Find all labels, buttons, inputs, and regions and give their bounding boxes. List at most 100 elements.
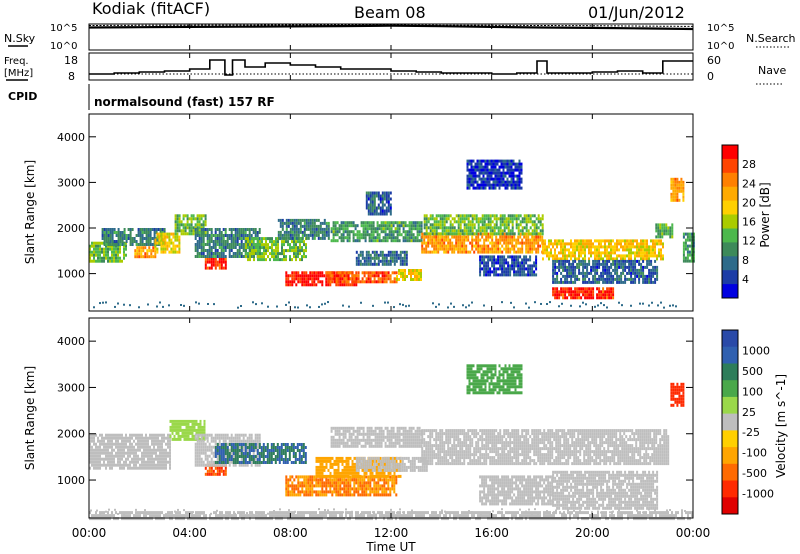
power-cell-15 [457, 235, 460, 239]
velocity-cell-1 [187, 434, 190, 438]
velocity-cell-1 [187, 425, 190, 429]
power-cell-6 [220, 237, 223, 240]
power-noise [393, 306, 395, 309]
power-cell-20 [580, 296, 583, 300]
velocity-cell-0 [89, 448, 91, 452]
power-cell-8 [291, 227, 294, 231]
power-cell-16 [503, 217, 506, 221]
power-cell-7 [277, 243, 279, 247]
power-cell-11 [368, 239, 371, 243]
power-cell-6 [228, 246, 231, 249]
nsearch-tick-bottom: 10^0 [707, 41, 734, 52]
power-cell-18 [507, 267, 510, 271]
power-cell-17 [490, 165, 493, 169]
velocity-cell-0 [119, 460, 121, 464]
power-cell-2 [136, 255, 139, 259]
power-cell-11 [364, 230, 367, 234]
power-cell-6 [204, 249, 207, 252]
power-cell-20 [552, 287, 555, 291]
power-cell-16 [431, 232, 434, 236]
power-cell-21 [616, 268, 619, 272]
power-cell-13 [379, 197, 382, 201]
power-cell-11 [332, 224, 335, 228]
power-cell-17 [468, 162, 471, 166]
power-cell-15 [529, 241, 532, 245]
power-cell-15 [489, 247, 492, 251]
power-cell-20 [576, 287, 579, 291]
power-cell-0 [105, 253, 107, 257]
power-cell-17 [466, 183, 469, 187]
velocity-cell-0 [159, 442, 161, 446]
power-cell-10 [351, 271, 354, 275]
power-cell-17 [484, 159, 487, 163]
velocity-cell-0 [109, 466, 111, 470]
power-cell-7 [265, 252, 267, 256]
power-cell-7 [301, 246, 303, 250]
power-cell-8 [281, 227, 284, 231]
power-cell-16 [491, 214, 494, 218]
power-cell-9 [337, 280, 340, 284]
power-cell-6 [196, 234, 199, 237]
velocity-cell-0 [89, 436, 91, 440]
power-cell-16 [489, 232, 492, 236]
power-cell-16 [481, 214, 484, 218]
power-cell-21 [656, 274, 659, 278]
power-cell-8 [281, 218, 284, 222]
power-cell-11 [406, 230, 409, 234]
power-cell-17 [510, 159, 513, 163]
power-cell-12 [385, 262, 388, 266]
power-cell-1 [149, 243, 152, 246]
power-cell-11 [362, 227, 365, 231]
power-cell-19 [636, 239, 638, 243]
power-cell-19 [642, 242, 644, 246]
power-cell-24 [688, 259, 691, 263]
power-cell-7 [249, 252, 251, 256]
velocity-cell-0 [133, 445, 135, 449]
power-cell-16 [447, 229, 450, 233]
power-cell-11 [410, 230, 413, 234]
power-cell-21 [594, 259, 597, 263]
power-noise [180, 303, 182, 306]
power-cell-23 [670, 198, 673, 202]
power-cell-18 [507, 273, 510, 277]
power-cell-15 [461, 235, 464, 239]
power-cell-0 [107, 253, 109, 257]
power-cell-21 [652, 274, 655, 278]
velocity-cell-0 [137, 448, 139, 452]
power-cell-7 [257, 243, 259, 247]
power-cell-15 [465, 244, 468, 248]
power-cell-12 [379, 250, 382, 254]
power-cell-6 [244, 252, 247, 255]
power-cell-18 [529, 267, 532, 271]
power-cell-7 [277, 246, 279, 250]
velocity-cell-0 [93, 433, 95, 437]
power-cell-7 [283, 258, 285, 262]
power-cell-15 [533, 238, 536, 242]
power-cell-7 [261, 255, 263, 259]
power-cell-15 [527, 250, 530, 254]
power-cell-12 [377, 256, 380, 260]
velocity-cell-0 [145, 451, 147, 455]
power-cell-19 [628, 245, 630, 249]
velocity-cell-1 [175, 425, 178, 429]
power-cell-11 [334, 239, 337, 243]
power-cell-7 [291, 240, 293, 244]
power-cell-14 [416, 272, 418, 275]
nsearch-tick-top: 10^5 [707, 23, 734, 34]
power-cell-24 [690, 250, 693, 254]
power-cell-18 [479, 258, 482, 262]
velocity-cell-4 [232, 449, 235, 452]
power-cell-7 [295, 255, 297, 259]
power-cell-18 [529, 273, 532, 277]
power-cell-19 [542, 242, 544, 246]
velocity-cell-1 [189, 431, 192, 435]
power-cell-16 [441, 226, 444, 230]
power-cell-16 [453, 232, 456, 236]
velocity-cell-3 [204, 433, 207, 437]
power-cell-19 [566, 242, 568, 246]
power-cell-16 [517, 232, 520, 236]
power-cell-17 [516, 177, 519, 181]
power-cell-1 [107, 240, 110, 243]
power-cell-11 [368, 233, 371, 237]
power-cell-19 [572, 242, 574, 246]
